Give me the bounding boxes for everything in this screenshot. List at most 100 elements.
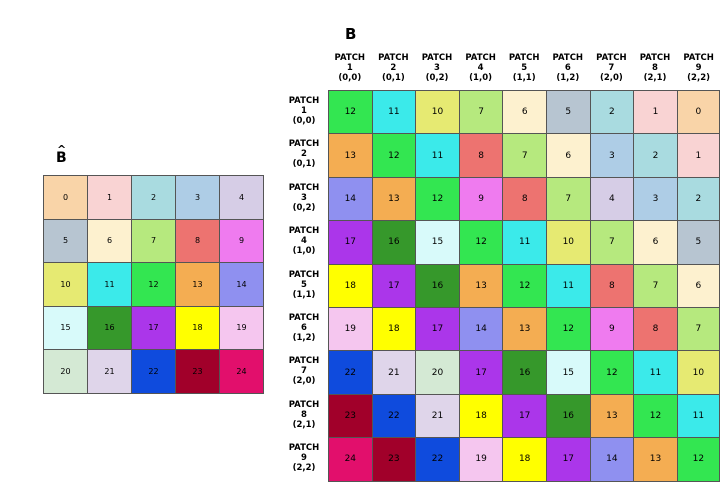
b-cell: 3 <box>589 133 635 178</box>
b-cell: 16 <box>371 220 417 265</box>
b-hat-cell: 12 <box>131 262 176 307</box>
column-header: PATCH 9 (2,2) <box>683 53 714 83</box>
b-cell: 22 <box>415 437 460 482</box>
b-hat-cell: 24 <box>219 349 264 394</box>
b-cell: 16 <box>546 393 591 439</box>
b-cell: 18 <box>371 307 417 352</box>
b-cell: 4 <box>589 176 635 222</box>
b-cell: 10 <box>546 220 591 265</box>
b-hat-cell: 19 <box>219 305 264 350</box>
b-cell: 18 <box>458 393 504 439</box>
b-hat-cell: 20 <box>43 349 88 394</box>
b-cell: 23 <box>328 393 373 439</box>
row-header: PATCH 8 (2,1) <box>288 399 320 430</box>
b-hat-cell: 4 <box>219 175 264 220</box>
b-cell: 24 <box>328 437 373 482</box>
row-header: PATCH 3 (0,2) <box>288 182 320 213</box>
b-cell: 16 <box>415 263 460 308</box>
b-cell: 12 <box>371 133 417 178</box>
row-header: PATCH 4 (1,0) <box>288 226 320 257</box>
b-cell: 18 <box>328 263 373 308</box>
hat-accent: ^ <box>57 143 67 156</box>
b-cell: 7 <box>546 176 591 222</box>
b-cell: 11 <box>633 350 678 395</box>
b-cell: 6 <box>546 133 591 178</box>
b-cell: 11 <box>676 393 720 439</box>
b-cell: 18 <box>502 437 547 482</box>
column-header: PATCH 8 (2,1) <box>639 53 671 83</box>
b-cell: 5 <box>676 220 720 265</box>
row-header: PATCH 6 (1,2) <box>288 313 320 343</box>
b-cell: 13 <box>328 133 373 178</box>
b-cell: 13 <box>371 176 417 222</box>
b-cell: 16 <box>502 350 547 395</box>
column-header: PATCH 3 (0,2) <box>421 53 453 83</box>
b-cell: 6 <box>676 263 720 308</box>
b-cell: 14 <box>458 307 504 352</box>
b-cell: 13 <box>502 307 547 352</box>
b-cell: 2 <box>676 176 720 222</box>
b-hat-cell: 7 <box>131 218 176 263</box>
b-cell: 10 <box>415 90 460 135</box>
b-hat-cell: 6 <box>87 218 132 263</box>
b-cell: 9 <box>458 176 504 222</box>
b-cell: 22 <box>328 350 373 395</box>
b-hat-cell: 22 <box>131 349 176 394</box>
matrix-b-title: B <box>345 25 357 43</box>
b-hat-cell: 13 <box>175 262 220 307</box>
b-cell: 3 <box>633 176 678 222</box>
b-cell: 12 <box>633 393 678 439</box>
b-hat-cell: 21 <box>87 349 132 394</box>
b-cell: 19 <box>328 307 373 352</box>
b-cell: 12 <box>328 90 373 135</box>
b-cell: 8 <box>502 176 547 222</box>
b-cell: 17 <box>458 350 504 395</box>
b-hat-letter: B <box>56 150 67 166</box>
b-cell: 17 <box>546 437 591 482</box>
b-hat-cell: 23 <box>175 349 220 394</box>
b-cell: 13 <box>589 393 635 439</box>
b-cell: 11 <box>415 133 460 178</box>
b-cell: 14 <box>589 437 635 482</box>
column-header: PATCH 4 (1,0) <box>465 53 496 83</box>
row-header: PATCH 7 (2,0) <box>288 356 320 387</box>
b-hat-cell: 16 <box>87 305 132 350</box>
b-cell: 12 <box>458 220 504 265</box>
column-header: PATCH 1 (0,0) <box>334 53 366 83</box>
b-cell: 13 <box>633 437 678 482</box>
b-cell: 12 <box>676 437 720 482</box>
b-cell: 6 <box>633 220 678 265</box>
b-cell: 1 <box>676 133 720 178</box>
b-cell: 12 <box>415 176 460 222</box>
b-cell: 8 <box>633 307 678 352</box>
b-cell: 20 <box>415 350 460 395</box>
b-cell: 0 <box>676 90 720 135</box>
b-cell: 13 <box>458 263 504 308</box>
b-cell: 17 <box>502 393 547 439</box>
b-cell: 8 <box>458 133 504 178</box>
b-cell: 2 <box>633 133 678 178</box>
b-cell: 11 <box>502 220 547 265</box>
b-cell: 6 <box>502 90 547 135</box>
b-hat-cell: 3 <box>175 175 220 220</box>
b-hat-cell: 1 <box>87 175 132 220</box>
b-hat-cell: 17 <box>131 305 176 350</box>
b-hat-cell: 2 <box>131 175 176 220</box>
b-hat-cell: 10 <box>43 262 88 307</box>
b-cell: 7 <box>633 263 678 308</box>
b-cell: 15 <box>546 350 591 395</box>
b-cell: 21 <box>415 393 460 439</box>
row-header: PATCH 2 (0,1) <box>288 139 320 170</box>
b-cell: 1 <box>633 90 678 135</box>
b-cell: 17 <box>328 220 373 265</box>
b-cell: 7 <box>589 220 635 265</box>
row-header: PATCH 5 (1,1) <box>288 269 320 300</box>
b-cell: 23 <box>371 437 417 482</box>
b-cell: 8 <box>589 263 635 308</box>
b-hat-cell: 14 <box>219 262 264 307</box>
b-cell: 7 <box>502 133 547 178</box>
b-cell: 19 <box>458 437 504 482</box>
b-cell: 10 <box>676 350 720 395</box>
row-header: PATCH 1 (0,0) <box>288 96 320 126</box>
b-cell: 21 <box>371 350 417 395</box>
